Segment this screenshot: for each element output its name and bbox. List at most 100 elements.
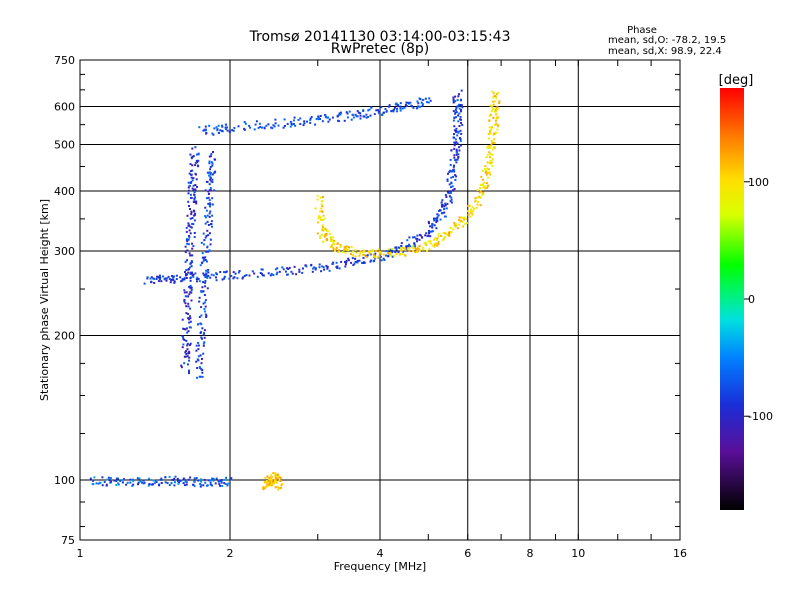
echo-point	[340, 111, 342, 114]
echo-point	[122, 478, 125, 481]
echo-point	[263, 127, 266, 130]
echo-point	[184, 302, 187, 305]
echo-point	[274, 479, 277, 482]
echo-point	[497, 91, 500, 94]
echo-point	[454, 138, 457, 141]
echo-point	[205, 316, 208, 318]
echo-point	[492, 100, 494, 103]
echo-point	[153, 277, 156, 280]
echo-point	[295, 273, 298, 276]
echo-point	[481, 169, 484, 172]
echo-point	[455, 107, 458, 110]
echo-point	[387, 251, 390, 254]
echo-point	[270, 126, 273, 129]
echo-point	[441, 239, 444, 242]
echo-point	[325, 237, 328, 240]
echo-point	[490, 161, 493, 164]
echo-point	[190, 174, 193, 176]
echo-point	[193, 477, 196, 480]
echo-point	[344, 263, 347, 266]
echo-point	[190, 226, 193, 229]
echo-point	[184, 295, 187, 298]
echo-point	[400, 247, 403, 249]
echo-point	[303, 120, 306, 123]
echo-point	[205, 250, 208, 253]
echo-point	[192, 275, 195, 278]
y-tick-label: 75	[61, 534, 75, 547]
echo-point	[203, 336, 206, 339]
echo-point	[221, 485, 224, 487]
echo-point	[195, 200, 198, 203]
echo-point	[193, 214, 196, 217]
echo-point	[455, 131, 457, 134]
echo-point	[413, 236, 416, 239]
echo-point	[453, 221, 456, 224]
echo-point	[189, 317, 192, 320]
echo-point	[131, 478, 134, 481]
echo-point	[291, 272, 294, 275]
echo-point	[214, 482, 217, 485]
echo-point	[498, 102, 501, 104]
echo-point	[116, 477, 118, 480]
echo-point	[458, 216, 461, 219]
echo-point	[382, 257, 385, 260]
echo-point	[211, 178, 214, 181]
echo-point	[187, 478, 190, 481]
echo-point	[333, 249, 336, 252]
echo-point	[193, 480, 196, 483]
echo-point	[185, 483, 188, 486]
echo-point	[359, 112, 362, 115]
echo-point	[204, 189, 207, 192]
echo-point	[209, 168, 212, 171]
echo-point	[223, 271, 225, 274]
echo-point	[173, 281, 176, 284]
x-tick-label: 16	[673, 547, 687, 560]
echo-point	[192, 200, 195, 203]
echo-point	[453, 133, 455, 136]
echo-point	[204, 256, 207, 259]
echo-point	[452, 175, 455, 178]
echo-point	[172, 276, 175, 279]
echo-point	[186, 344, 189, 347]
echo-point	[188, 352, 191, 355]
echo-point	[188, 172, 191, 175]
echo-point	[378, 255, 381, 258]
echo-point	[184, 245, 187, 248]
echo-point	[443, 207, 446, 210]
echo-point	[431, 223, 434, 226]
echo-point	[486, 161, 489, 164]
echo-point	[393, 108, 396, 111]
echo-point	[190, 265, 193, 268]
echo-point	[448, 183, 451, 186]
echo-point	[209, 203, 212, 206]
echo-point	[192, 273, 195, 276]
echo-point	[185, 291, 188, 294]
phase-stats-x: mean, sd,X: 98.9, 22.4	[608, 46, 722, 57]
echo-point	[202, 333, 205, 336]
echo-point	[162, 275, 165, 278]
echo-point	[322, 214, 325, 217]
echo-point	[139, 480, 142, 483]
echo-point	[272, 482, 275, 485]
echo-point	[210, 273, 213, 276]
echo-point	[266, 475, 269, 478]
echo-point	[328, 118, 331, 121]
echo-point	[195, 278, 198, 280]
echo-point	[414, 245, 417, 248]
echo-point	[243, 127, 246, 130]
echo-point	[373, 257, 376, 260]
echo-point	[226, 126, 228, 129]
echo-point	[459, 138, 462, 140]
chart-title: Tromsø 20141130 03:14:00-03:15:43	[249, 29, 511, 45]
echo-point	[185, 481, 188, 484]
echo-point	[255, 120, 258, 123]
echo-point	[380, 113, 383, 116]
echo-point	[143, 481, 146, 484]
echo-point	[199, 485, 202, 488]
echo-point	[408, 243, 411, 246]
grid-lines	[80, 60, 680, 540]
echo-point	[437, 214, 440, 217]
echo-point	[148, 483, 151, 486]
echo-point	[485, 171, 488, 174]
echo-point	[270, 474, 273, 477]
